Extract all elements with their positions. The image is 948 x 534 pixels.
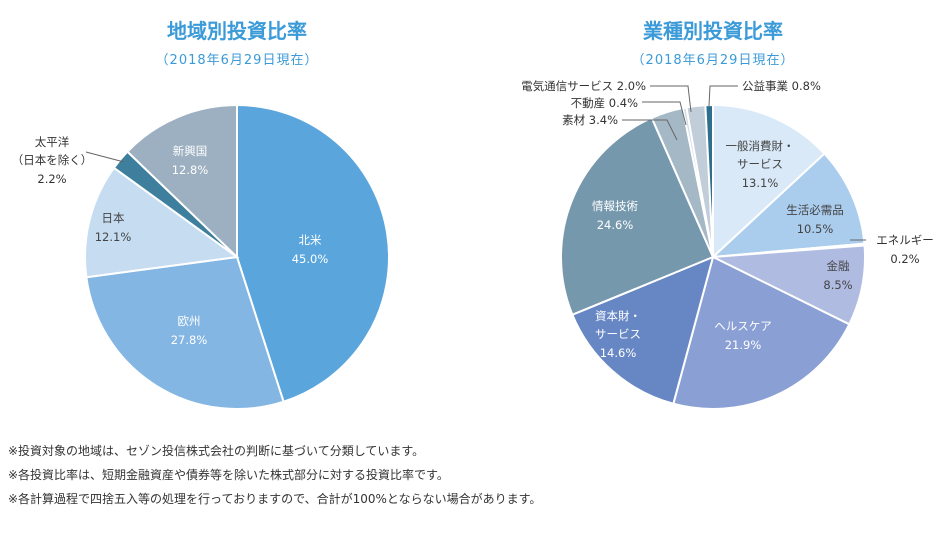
slice-value: 8.5% [823, 278, 852, 292]
note-2: ※各投資比率は、短期金融資産や債券等を除いた株式部分に対する投資比率です。 [8, 467, 449, 482]
slice-value: 14.6% [600, 346, 637, 360]
slice-name: ヘルスケア [714, 319, 772, 333]
leader-line [650, 85, 692, 113]
slice-label: 新興国 12.8% [172, 144, 209, 177]
slice-value: 3.4% [589, 113, 618, 127]
slice-value: 24.6% [597, 218, 634, 232]
slice-value: 13.1% [742, 176, 779, 190]
slice-value: 21.9% [725, 338, 762, 352]
pie-slice [672, 255, 851, 410]
slice-label: 金融 8.5% [823, 259, 852, 292]
leader-line [622, 119, 678, 141]
pie-slice [560, 116, 715, 317]
slice-value: 0.2% [890, 252, 919, 266]
slice-value: 12.8% [172, 163, 209, 177]
pie-slice [712, 103, 826, 260]
leader-line [85, 151, 125, 163]
slice-value: 12.1% [95, 230, 132, 244]
slice-name: 欧州 [178, 314, 201, 328]
slice-name: 資本財・ [595, 309, 641, 323]
slice-label: 北米 45.0% [292, 233, 329, 266]
region-pie: 北米 45.0% 欧州 27.8% 日本 12.1% 太平洋 （日本を除く） 2.2% 新興国 12… [12, 103, 390, 410]
slice-name: 一般消費財・ [726, 139, 795, 153]
slice-name: （日本を除く） [12, 153, 93, 167]
slice-name: 情報技術 [592, 199, 638, 213]
leader-line [642, 101, 687, 126]
slice-label: 情報技術 24.6% [592, 199, 638, 232]
slice-label: 一般消費財・サービス 13.1% [726, 139, 795, 190]
slice-value: 45.0% [292, 252, 329, 266]
slice-label: 日本 12.1% [95, 211, 132, 244]
pie-slice [571, 255, 715, 405]
pie-slice [236, 103, 390, 403]
slice-label: 公益事業 0.8% [742, 79, 821, 93]
leader-line [708, 85, 738, 107]
slice-value: 2.2% [37, 172, 66, 186]
sector-pie: 一般消費財・サービス 13.1%生活必需品 10.5%エネルギー 0.2%金融 8.5%… [521, 79, 934, 410]
pie-slice [85, 255, 285, 410]
pie-slice [126, 103, 238, 260]
slice-label: 生活必需品 10.5% [786, 203, 844, 236]
slice-label: エネルギー 0.2% [876, 233, 934, 266]
slice-name: 北米 [299, 233, 322, 247]
slice-name: 電気通信サービス [521, 79, 617, 93]
region-chart-title: 地域別投資比率 [167, 19, 307, 43]
pie-slice [84, 166, 240, 279]
slice-name: 金融 [827, 259, 850, 273]
slice-value: 0.8% [792, 79, 821, 93]
slice-name: 太平洋 [35, 135, 70, 149]
slice-name: 不動産 [571, 96, 609, 110]
slice-name: 日本 [102, 211, 125, 225]
slice-label: ヘルスケア 21.9% [714, 319, 772, 352]
slice-value: 10.5% [797, 222, 834, 236]
sector-chart-subtitle: （2018年6月29日現在） [632, 53, 795, 68]
slice-label: 太平洋 （日本を除く） 2.2% [12, 135, 93, 186]
slice-value: 0.4% [609, 96, 638, 110]
slice-label: 素材 3.4% [562, 113, 618, 127]
slice-name: 生活必需品 [786, 203, 844, 217]
slice-name: サービス [595, 327, 641, 341]
slice-value: 2.0% [617, 79, 646, 93]
slice-label: 不動産 0.4% [571, 96, 638, 110]
sector-chart-title: 業種別投資比率 [643, 19, 783, 43]
note-1: ※投資対象の地域は、セゾン投信株式会社の判断に基づいて分類しています。 [8, 443, 424, 458]
slice-label: 電気通信サービス 2.0% [521, 79, 646, 93]
slice-name: サービス [737, 157, 783, 171]
slice-label: 欧州 27.8% [171, 314, 208, 347]
slice-label: 資本財・サービス 14.6% [595, 309, 641, 360]
slice-name: 新興国 [173, 144, 208, 158]
slice-name: エネルギー [876, 233, 934, 247]
note-3: ※各計算過程で四捨五入等の処理を行っておりますので、合計が100%とならない場合… [8, 491, 541, 506]
slice-name: 公益事業 [742, 79, 792, 93]
region-chart-subtitle: （2018年6月29日現在） [156, 53, 319, 68]
slice-name: 素材 [562, 113, 589, 127]
slice-value: 27.8% [171, 333, 208, 347]
